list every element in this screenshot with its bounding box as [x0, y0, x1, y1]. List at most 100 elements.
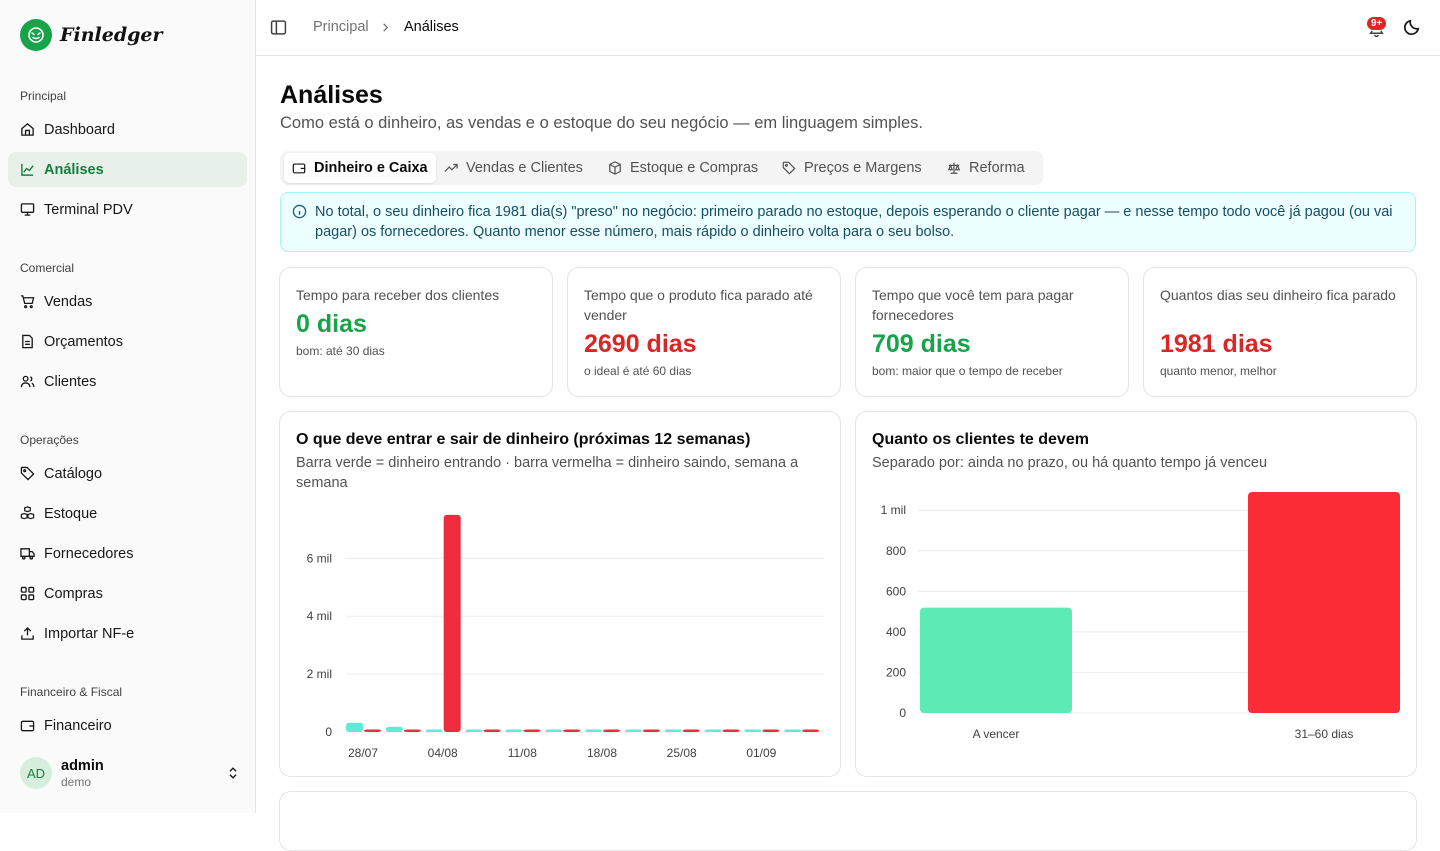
brand-name: Finledger [60, 24, 163, 46]
cashflow-chart: 0 2 mil 4 mil 6 mil 28/07 04/08 11/08 18/08 25/0… [307, 514, 824, 760]
sidebar-item-compras[interactable]: Compras [8, 576, 247, 611]
tab-label: Estoque e Compras [630, 160, 759, 176]
trending-up-icon [444, 163, 458, 172]
tab-label: Reforma [969, 160, 1025, 176]
info-alert-text: No total, o seu dinheiro fica 1981 dia(s… [315, 204, 1393, 240]
bar-saindo [762, 729, 780, 732]
bar-saindo [364, 729, 381, 732]
info-icon [292, 204, 307, 219]
sidebar-item-label: Orçamentos [44, 333, 123, 350]
kpi-card-pagar-fornecedores: Tempo que você tem para pagar fornecedor… [855, 267, 1129, 397]
sidebar-item-label: Análises [44, 161, 104, 178]
x-tick-label: 11/08 [508, 746, 537, 760]
bar-saindo [682, 729, 700, 732]
kpi-note: bom: até 30 dias [296, 344, 385, 358]
notifications-button[interactable]: 9+ [1366, 16, 1388, 38]
wallet-icon [20, 720, 35, 732]
grid-icon [20, 586, 35, 601]
monitor-icon [20, 203, 35, 216]
page-title: Análises [280, 81, 383, 109]
tab-reforma[interactable]: Reforma [947, 153, 1025, 183]
y-tick-label: 0 [899, 706, 906, 720]
upload-icon [21, 626, 34, 640]
info-alert: No total, o seu dinheiro fica 1981 dia(s… [280, 192, 1416, 252]
kpi-label: Tempo que você tem para pagar fornecedor… [872, 287, 1074, 323]
chevron-right-icon [383, 23, 389, 32]
truck-icon [20, 548, 35, 560]
sidebar-item-analises[interactable]: Análises [8, 152, 247, 187]
receivables-chart-card: Quanto os clientes te devem Separado por… [855, 411, 1417, 777]
bar-saindo [802, 729, 820, 732]
chart-line-icon [21, 163, 34, 176]
card-title: O que deve entrar e sair de dinheiro (pr… [296, 431, 751, 448]
section-label-financeiro-fiscal: Financeiro & Fiscal [20, 685, 123, 699]
sidebar-item-label: Dashboard [44, 121, 115, 138]
sidebar-item-label: Catálogo [44, 465, 103, 482]
brand[interactable]: Finledger [20, 19, 163, 51]
sidebar-toggle-icon[interactable] [270, 19, 287, 36]
user-role: demo [61, 774, 92, 789]
bar-saindo [403, 729, 421, 732]
bar-entrando [784, 729, 802, 732]
user-name: admin [61, 757, 104, 774]
sidebar-item-financeiro[interactable]: Financeiro [8, 708, 247, 743]
kpi-label: Tempo que o produto fica parado até vend… [584, 287, 813, 323]
x-tick-label: 04/08 [428, 746, 458, 760]
bar-entrando [585, 729, 602, 732]
x-tick-label: 28/07 [348, 746, 378, 760]
bar-a-vencer [920, 607, 1072, 713]
tab-label: Vendas e Clientes [466, 160, 583, 176]
kpi-label: Tempo para receber dos clientes [296, 287, 500, 303]
bar-entrando [664, 729, 682, 732]
tab-label: Dinheiro e Caixa [314, 160, 428, 176]
card-subtitle: Barra verde = dinheiro entrando · barra … [296, 455, 799, 491]
bar-entrando [346, 722, 363, 732]
bar-saindo [483, 729, 501, 732]
bar-entrando [744, 729, 762, 732]
y-tick-label: 4 mil [307, 609, 332, 623]
home-icon [21, 123, 34, 136]
sidebar-item-label: Clientes [44, 373, 97, 390]
kpi-label: Quantos dias seu dinheiro fica parado [1160, 287, 1396, 303]
kpi-card-estoque-parado: Tempo que o produto fica parado até vend… [567, 267, 841, 397]
card-subtitle: Separado por: ainda no prazo, ou há quan… [872, 455, 1268, 471]
top-bar: Principal Análises 9+ [256, 0, 1440, 56]
sidebar-item-terminal-pdv[interactable]: Terminal PDV [8, 192, 247, 227]
bar-entrando [425, 729, 443, 732]
tab-dinheiro-e-caixa[interactable]: Dinheiro e Caixa [284, 153, 436, 183]
user-menu[interactable]: AD admin demo [20, 757, 240, 789]
moon-icon[interactable] [1403, 18, 1421, 36]
sidebar-item-importar-nfe[interactable]: Importar NF-e [8, 616, 247, 651]
sidebar-item-dashboard[interactable]: Dashboard [8, 112, 247, 147]
sidebar-item-label: Vendas [44, 293, 93, 310]
bar-saindo [603, 729, 620, 732]
bar-entrando [704, 729, 722, 732]
section-label-principal: Principal [20, 89, 67, 103]
sidebar-item-label: Estoque [44, 505, 98, 522]
breadcrumb-item-principal[interactable]: Principal [313, 19, 369, 35]
wallet-icon [292, 163, 306, 174]
sidebar-item-fornecedores[interactable]: Fornecedores [8, 536, 247, 571]
package-icon [609, 161, 621, 175]
bar-entrando [545, 729, 563, 732]
y-tick-label: 6 mil [307, 551, 332, 565]
bar-entrando [465, 729, 483, 732]
cashflow-chart-card: O que deve entrar e sair de dinheiro (pr… [279, 411, 841, 777]
page-subtitle: Como está o dinheiro, as vendas e o esto… [280, 114, 923, 132]
kpi-note: quanto menor, melhor [1160, 364, 1277, 378]
y-tick-label: 800 [886, 544, 906, 558]
chevrons-up-down-icon [229, 767, 237, 779]
sidebar-item-orcamentos[interactable]: Orçamentos [8, 324, 247, 359]
sidebar-item-vendas[interactable]: Vendas [8, 284, 247, 319]
kpi-note: bom: maior que o tempo de receber [872, 364, 1063, 378]
tab-vendas-e-clientes[interactable]: Vendas e Clientes [444, 153, 583, 183]
tab-precos-e-margens[interactable]: Preços e Margens [782, 153, 922, 183]
sidebar-item-catalogo[interactable]: Catálogo [8, 456, 247, 491]
cart-icon [20, 295, 35, 309]
sidebar-item-estoque[interactable]: Estoque [8, 496, 247, 531]
tab-estoque-e-compras[interactable]: Estoque e Compras [608, 153, 758, 183]
kpi-card-receber: Tempo para receber dos clientes 0 dias b… [279, 267, 553, 397]
bar-31-60-dias [1248, 492, 1400, 713]
sidebar-item-clientes[interactable]: Clientes [8, 364, 247, 399]
kpi-card-dinheiro-parado: Quantos dias seu dinheiro fica parado 19… [1143, 267, 1417, 397]
